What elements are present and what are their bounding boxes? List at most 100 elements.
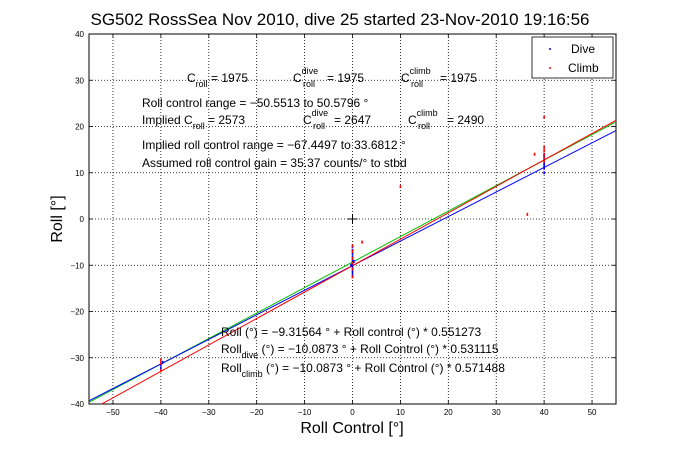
x-axis-ticks: −50 −40 −30 −20 −10 0 10 20 30 40 50 <box>106 34 597 417</box>
implied-roll-control-range: Implied roll control range = −67.4497 to… <box>142 138 406 152</box>
implied-dive-value: = 2647 <box>334 113 371 127</box>
c-roll-value: = 1975 <box>208 71 249 85</box>
svg-text:= 1975: = 1975 <box>327 71 364 85</box>
annotation-implied: Implied Croll = 2573 Cdive roll = 2647 C… <box>142 108 484 131</box>
legend-dive-label: Dive <box>571 42 595 56</box>
climb-point <box>361 240 363 244</box>
y-tick-label: 30 <box>75 76 84 85</box>
c-roll-dive-value: = 1975 <box>327 71 364 85</box>
y-axis-ticks: −40 −30 −20 −10 0 10 20 30 40 <box>70 30 616 409</box>
origin-marker <box>347 214 358 224</box>
svg-text:Croll = 1975: Croll = 1975 <box>187 71 248 89</box>
fit-equation-dive: Rolldive (°) = −10.0873 ° + Roll Control… <box>221 342 499 360</box>
x-tick-label: 0 <box>350 408 355 417</box>
climb-point <box>351 256 354 260</box>
climb-point <box>543 156 545 160</box>
x-tick-label: −30 <box>202 408 216 417</box>
implied-climb-base: C <box>408 113 417 127</box>
x-tick-label: 20 <box>444 408 453 417</box>
svg-text:= 2490: = 2490 <box>447 113 484 127</box>
x-tick-label: 30 <box>492 408 501 417</box>
c-roll-sub: roll <box>196 79 208 89</box>
implied-climb-value: = 2490 <box>447 113 484 127</box>
data-points <box>160 115 545 373</box>
fit-dive-rest: (°) = −10.0873 ° + Roll Control (°) * 0.… <box>258 342 499 356</box>
implied-dive-sup: dive <box>312 108 329 118</box>
y-tick-label: 40 <box>75 30 84 39</box>
climb-point <box>351 275 354 279</box>
svg-text:Implied Croll = 2573: Implied Croll = 2573 <box>142 113 245 131</box>
climb-point <box>160 358 162 362</box>
implied-climb-sup: climb <box>417 108 438 118</box>
annotation-c-roll-dive: Cdive roll = 1975 <box>293 66 364 89</box>
y-axis-label: Roll [°] <box>49 195 66 242</box>
legend: Dive Climb <box>531 36 614 79</box>
chart-title: SG502 RossSea Nov 2010, dive 25 started … <box>91 10 590 29</box>
x-tick-label: −40 <box>154 408 168 417</box>
x-tick-label: 40 <box>540 408 549 417</box>
dive-point <box>351 265 354 269</box>
fit-climb-base: Roll <box>221 361 242 375</box>
climb-point <box>543 159 545 163</box>
climb-point <box>351 244 354 248</box>
dive-point <box>160 366 162 370</box>
dive-point <box>351 271 354 275</box>
climb-point <box>533 152 536 156</box>
svg-text:roll: roll <box>303 79 315 89</box>
roll-control-range: Roll control range = −50.5513 to 50.5796… <box>142 96 368 110</box>
climb-point <box>351 261 354 265</box>
x-tick-label: −20 <box>250 408 264 417</box>
svg-text:Cdive: Cdive <box>293 66 318 85</box>
fit-equation-climb: Rollclimb (°) = −10.0873 ° + Roll Contro… <box>221 361 505 379</box>
svg-text:= 1975: = 1975 <box>440 71 477 85</box>
svg-text:Cclimb: Cclimb <box>401 66 431 85</box>
x-tick-label: 50 <box>588 408 597 417</box>
svg-text:Rollclimb (°) = −10.0873 ° + R: Rollclimb (°) = −10.0873 ° + Roll Contro… <box>221 361 505 379</box>
legend-climb-marker <box>549 67 551 69</box>
y-tick-label: −40 <box>70 400 84 409</box>
assumed-roll-control-gain: Assumed roll control gain = 35.37 counts… <box>142 156 407 170</box>
fit-equation-all: Roll (°) = −9.31564 ° + Roll control (°)… <box>221 325 482 339</box>
climb-point <box>543 152 545 156</box>
implied-c-sub: roll <box>193 121 205 131</box>
y-tick-label: −10 <box>70 261 84 270</box>
climb-point <box>351 249 354 253</box>
c-roll-dive-sub: roll <box>303 79 315 89</box>
implied-c-value: = 2573 <box>205 113 246 127</box>
fit-dive-base: Roll <box>221 342 242 356</box>
dive-point <box>351 258 354 262</box>
c-roll-climb-base: C <box>401 71 410 85</box>
dive-point <box>543 162 545 165</box>
dive-point <box>543 166 545 170</box>
c-roll-climb-value: = 1975 <box>440 71 477 85</box>
climb-point <box>399 185 402 189</box>
y-tick-label: 20 <box>75 123 84 132</box>
c-roll-climb-sup: climb <box>410 66 431 76</box>
climb-point <box>160 369 162 373</box>
implied-climb-sub: roll <box>418 121 430 131</box>
svg-text:roll: roll <box>418 121 430 131</box>
implied-dive-sub: roll <box>313 121 325 131</box>
svg-text:Cdive: Cdive <box>303 108 328 127</box>
fit-dive-sub: dive <box>242 350 259 360</box>
x-tick-label: −50 <box>106 408 120 417</box>
dive-point <box>543 171 545 175</box>
dive-point <box>351 252 354 256</box>
svg-text:roll: roll <box>411 79 423 89</box>
c-roll-base: C <box>187 71 196 85</box>
y-tick-label: −30 <box>70 354 84 363</box>
c-roll-dive-base: C <box>293 71 302 85</box>
climb-point <box>543 149 545 153</box>
y-tick-label: 0 <box>80 215 85 224</box>
x-tick-label: −10 <box>298 408 312 417</box>
svg-text:roll: roll <box>313 121 325 131</box>
svg-text:Rolldive (°) = −10.0873 ° + Ro: Rolldive (°) = −10.0873 ° + Roll Control… <box>221 342 499 360</box>
svg-text:Cclimb: Cclimb <box>408 108 438 127</box>
x-axis-label: Roll Control [°] <box>300 420 403 437</box>
annotation-c-roll-climb: Cclimb roll = 1975 <box>401 66 477 89</box>
dive-point <box>161 360 164 364</box>
svg-text:= 2647: = 2647 <box>334 113 371 127</box>
climb-point <box>160 361 162 365</box>
